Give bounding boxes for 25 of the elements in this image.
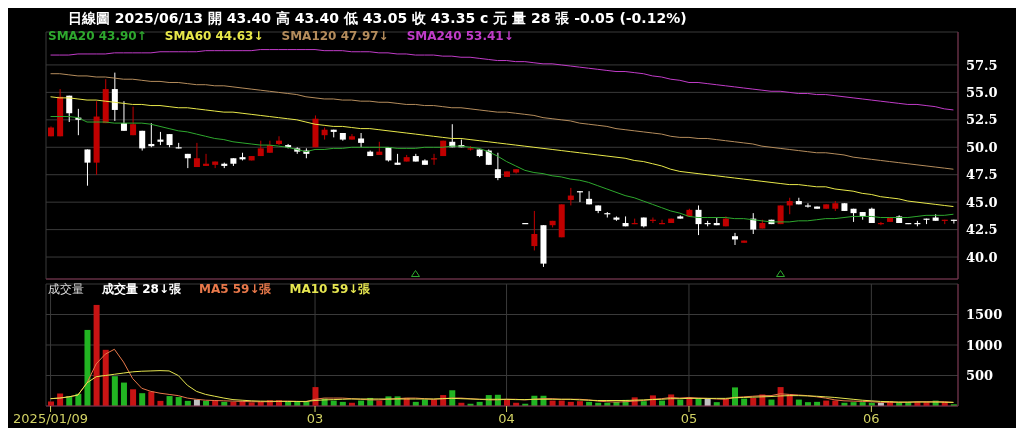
y-tick-label: 55.0 bbox=[966, 84, 998, 100]
x-tick-label: 03 bbox=[306, 411, 324, 427]
y-axis-title: 成交量 bbox=[48, 281, 84, 298]
text: MA5 59↓張 bbox=[198, 281, 272, 298]
text: SMA20 43.90↑ bbox=[48, 29, 147, 43]
x-tick-label: 2025/01/09 bbox=[13, 411, 89, 427]
y-tick-label: 45.0 bbox=[966, 194, 998, 210]
y-tick-label: 1000 bbox=[966, 337, 1003, 353]
series-label: 成交量 28↓張 bbox=[102, 281, 181, 298]
y-tick-label: 50.0 bbox=[966, 139, 998, 155]
y-tick-label: 40.0 bbox=[966, 249, 998, 265]
y-tick-label: 47.5 bbox=[966, 167, 998, 183]
series-label: SMA240 53.41↓ bbox=[406, 29, 514, 43]
x-tick-label: 05 bbox=[680, 411, 698, 427]
y-tick-label: 500 bbox=[966, 368, 994, 384]
y-tick-label: 57.5 bbox=[966, 57, 998, 73]
text: SMA120 47.97↓ bbox=[281, 29, 389, 43]
x-tick-label: 06 bbox=[863, 411, 880, 427]
y-tick-label: 52.5 bbox=[966, 112, 998, 128]
x-tick-label: 04 bbox=[498, 411, 515, 427]
text: SMA60 44.63↓ bbox=[164, 29, 264, 43]
y-tick-label: 1500 bbox=[966, 307, 1003, 323]
text: MA10 59↓張 bbox=[289, 281, 371, 298]
chart-title: 日線圖 2025/06/13 開 43.40 高 43.40 低 43.05 收 43.35 c 元 量 28 張 -0.05 (-0.12%) bbox=[67, 9, 688, 28]
y-tick-label: 42.5 bbox=[966, 222, 998, 238]
